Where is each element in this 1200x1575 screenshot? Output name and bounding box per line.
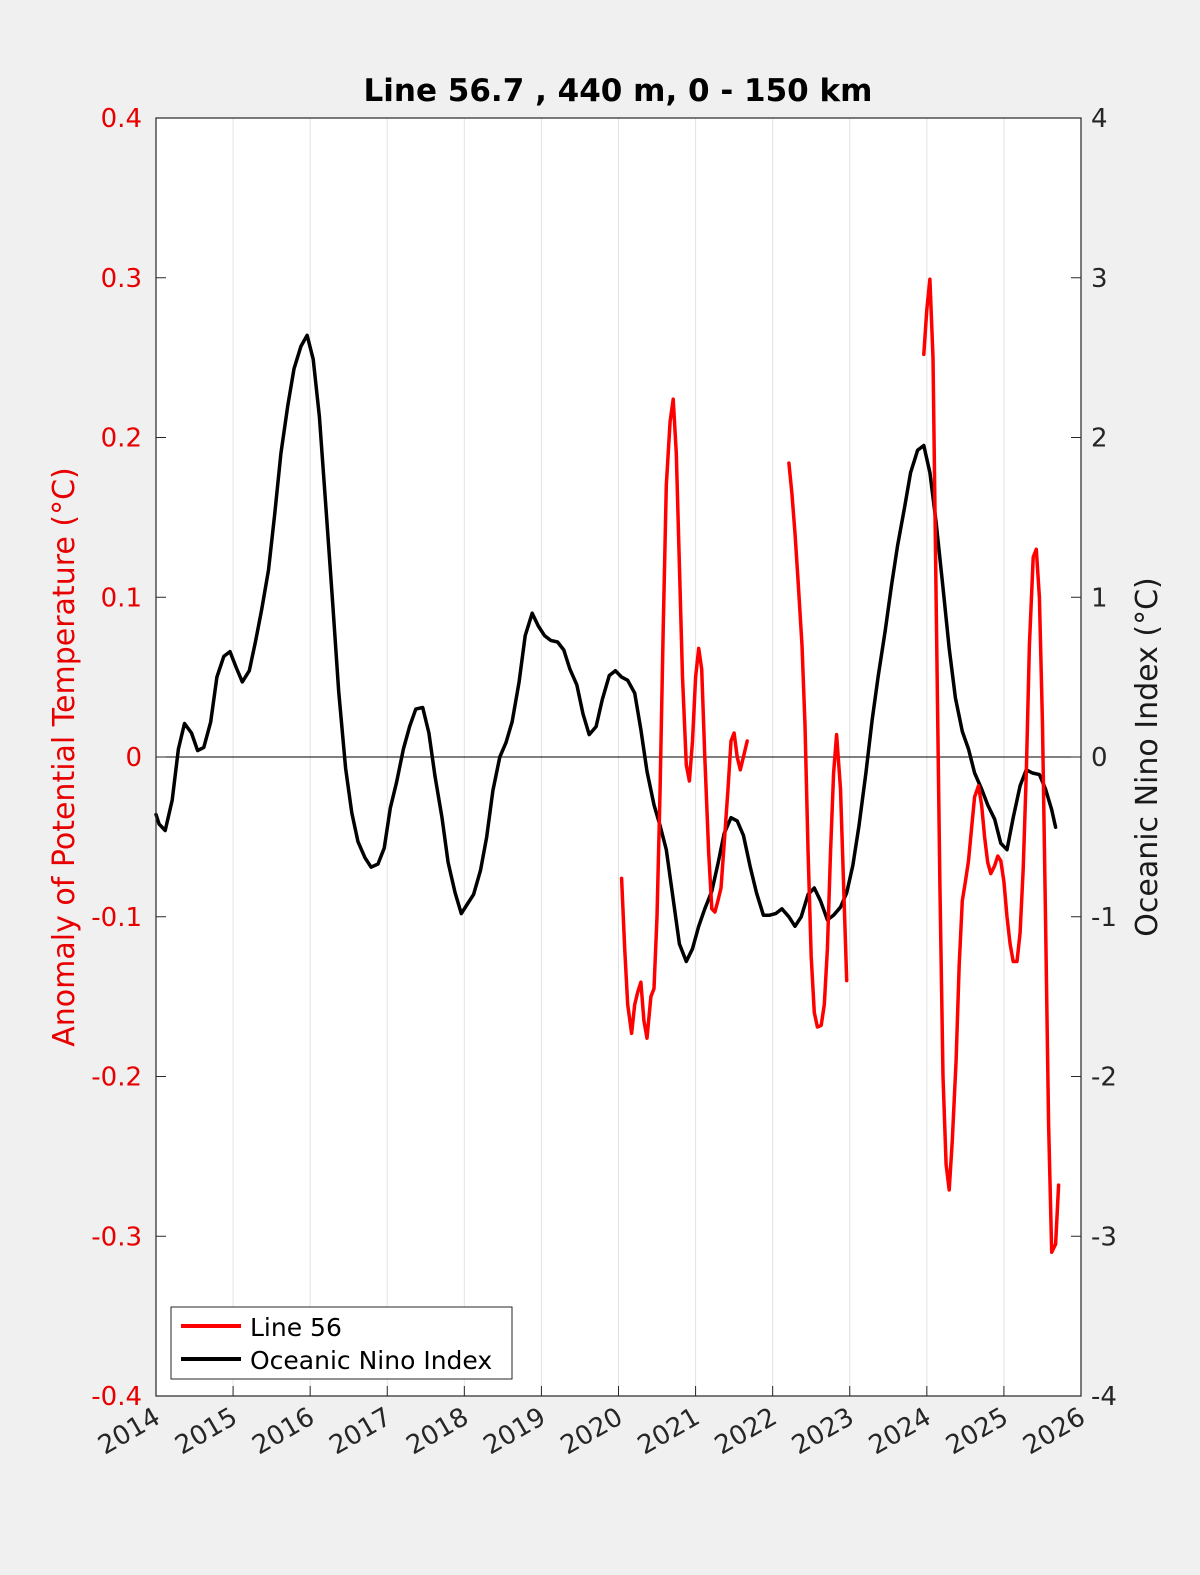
- y-right-tick-label: -4: [1091, 1382, 1117, 1412]
- y-right-tick-label: 1: [1091, 583, 1108, 613]
- y-left-tick-label: 0.1: [101, 583, 142, 613]
- series-line-line-56-segment-1: [619, 397, 749, 1040]
- y-left-tick-label: 0.4: [101, 104, 142, 134]
- y-left-tick-label: -0.1: [91, 903, 142, 933]
- y-right-tick-label: -3: [1091, 1222, 1117, 1252]
- y-right-tick-label: 2: [1091, 424, 1108, 454]
- series-line-oceanic-nino-index: [154, 333, 1058, 964]
- y-right-tick-label: -1: [1091, 903, 1117, 933]
- y-left-axis-label: Anomaly of Potential Temperature (°C): [47, 467, 82, 1046]
- legend-line56-label: Line 56: [250, 1313, 342, 1342]
- y-right-tick-label: -2: [1091, 1063, 1117, 1093]
- y-left-tick-label: -0.3: [91, 1222, 142, 1252]
- chart-title: Line 56.7 , 440 m, 0 - 150 km: [364, 73, 873, 109]
- series-layer: [154, 277, 1061, 1254]
- y-right-axis-label: Oceanic Nino Index (°C): [1130, 577, 1165, 937]
- ticks-layer: 2014 2015 2016 2017 2018 2019 2020 2021 2022 2023…: [91, 104, 1117, 1461]
- series-line-line-56-segment-2: [787, 461, 849, 1029]
- y-left-tick-label: 0: [125, 743, 142, 773]
- y-right-tick-label: 4: [1091, 104, 1108, 134]
- series-line-line-56-segment-3: [922, 277, 1061, 1254]
- y-right-tick-label: 3: [1091, 264, 1108, 294]
- y-left-tick-label: -0.2: [91, 1063, 142, 1093]
- legend-box: [170, 1306, 513, 1380]
- legend-oni-label: Oceanic Nino Index: [250, 1346, 492, 1375]
- y-left-tick-label: 0.3: [101, 264, 142, 294]
- y-left-tick-label: -0.4: [91, 1382, 142, 1412]
- legend: Line 56 Oceanic Nino Index: [170, 1306, 513, 1380]
- y-left-tick-label: 0.2: [101, 424, 142, 454]
- y-right-tick-label: 0: [1091, 743, 1108, 773]
